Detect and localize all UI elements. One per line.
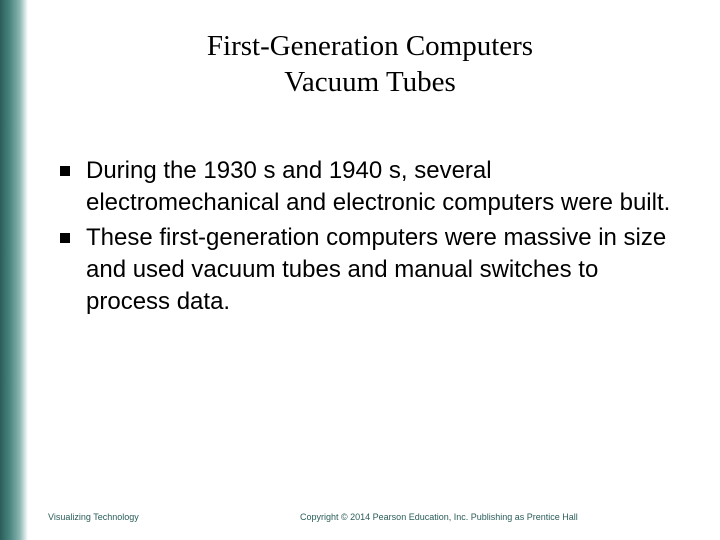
left-gradient-bar — [0, 0, 28, 540]
content-area: During the 1930 s and 1940 s, several el… — [60, 155, 680, 321]
bullet-text: These first-generation computers were ma… — [86, 222, 680, 317]
bullet-square-icon — [60, 233, 70, 243]
footer-left-text: Visualizing Technology — [48, 512, 139, 522]
footer-right-text: Copyright © 2014 Pearson Education, Inc.… — [300, 512, 578, 522]
list-item: These first-generation computers were ma… — [60, 222, 680, 317]
slide-title: First-Generation Computers Vacuum Tubes — [40, 28, 700, 101]
bullet-text: During the 1930 s and 1940 s, several el… — [86, 155, 680, 218]
bullet-square-icon — [60, 166, 70, 176]
title-line-2: Vacuum Tubes — [40, 64, 700, 100]
list-item: During the 1930 s and 1940 s, several el… — [60, 155, 680, 218]
title-line-1: First-Generation Computers — [40, 28, 700, 64]
